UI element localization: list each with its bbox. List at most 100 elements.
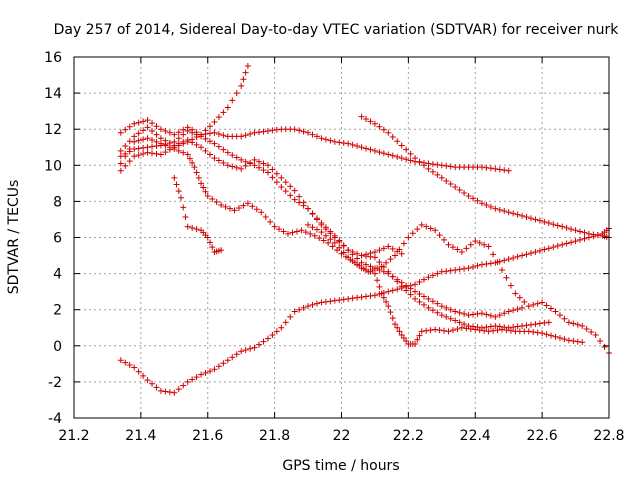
data-point — [371, 292, 378, 299]
data-point — [171, 144, 178, 151]
data-point — [276, 226, 283, 233]
data-point — [189, 159, 196, 166]
data-point — [478, 164, 485, 171]
data-point — [532, 321, 539, 328]
data-point — [363, 145, 370, 152]
data-point — [452, 183, 459, 190]
data-point — [376, 259, 383, 266]
data-point — [474, 262, 481, 269]
data-point — [536, 217, 543, 224]
y-tick-label: 6 — [53, 231, 62, 247]
y-tick-label: 12 — [44, 122, 62, 138]
data-point — [445, 328, 452, 335]
data-point — [117, 129, 124, 136]
data-point — [282, 319, 289, 326]
data-point — [269, 127, 276, 134]
data-point — [429, 168, 436, 175]
data-point — [394, 278, 401, 285]
data-point — [171, 131, 178, 138]
data-point — [416, 332, 423, 339]
data-point — [198, 133, 205, 140]
data-point — [229, 97, 236, 104]
data-point — [278, 174, 285, 181]
data-point — [485, 243, 492, 250]
data-point — [206, 239, 213, 246]
data-point — [494, 327, 501, 334]
data-point — [543, 331, 550, 338]
data-point — [476, 239, 483, 246]
data-point — [135, 152, 142, 159]
data-point — [131, 120, 138, 127]
data-point — [224, 357, 231, 364]
data-point — [206, 130, 213, 137]
data-point — [396, 328, 403, 335]
data-point — [122, 359, 129, 366]
data-point — [117, 167, 124, 174]
data-point — [467, 241, 474, 248]
data-point — [233, 90, 240, 97]
data-point — [363, 253, 370, 260]
data-point — [222, 203, 229, 210]
data-point — [376, 123, 383, 130]
data-point — [198, 371, 205, 378]
data-point — [318, 135, 325, 142]
data-point — [122, 143, 129, 150]
data-point — [407, 291, 414, 298]
data-point — [505, 167, 512, 174]
data-point — [565, 319, 572, 326]
data-point — [305, 205, 312, 212]
data-point — [264, 162, 271, 169]
data-point — [318, 299, 325, 306]
data-point — [157, 126, 164, 133]
data-point — [561, 336, 568, 343]
data-point — [581, 235, 588, 242]
data-point — [126, 362, 133, 369]
data-point — [374, 277, 381, 284]
series-s2 — [117, 135, 612, 357]
data-point — [501, 310, 508, 317]
data-point — [516, 294, 523, 301]
data-point — [447, 315, 454, 322]
data-point — [309, 301, 316, 308]
data-point — [539, 299, 546, 306]
data-point — [478, 261, 485, 268]
y-tick-label: -4 — [48, 411, 62, 427]
data-point — [556, 312, 563, 319]
data-point — [173, 181, 180, 188]
data-point — [198, 180, 205, 187]
data-point — [227, 205, 234, 212]
data-point — [371, 248, 378, 255]
data-point — [336, 244, 343, 251]
data-point — [423, 223, 430, 230]
data-point — [215, 363, 222, 370]
data-point — [253, 206, 260, 213]
data-point — [483, 324, 490, 331]
data-point — [389, 245, 396, 252]
data-point — [280, 228, 287, 235]
data-point — [131, 153, 138, 160]
data-point — [256, 158, 263, 165]
data-point — [162, 388, 169, 395]
data-point — [220, 159, 227, 166]
data-point — [559, 223, 566, 230]
data-point — [510, 324, 517, 331]
data-point — [416, 279, 423, 286]
data-point — [394, 153, 401, 160]
data-point — [380, 245, 387, 252]
data-point — [550, 244, 557, 251]
data-point — [454, 246, 461, 253]
data-point — [474, 197, 481, 204]
data-point — [383, 298, 390, 305]
data-point — [456, 186, 463, 193]
data-point — [432, 326, 439, 333]
data-point — [496, 312, 503, 319]
data-point — [307, 230, 314, 237]
data-point — [149, 128, 156, 135]
data-point — [204, 192, 211, 199]
data-point — [354, 250, 361, 257]
data-point — [371, 270, 378, 277]
data-point — [487, 260, 494, 267]
data-point — [340, 296, 347, 303]
data-point — [499, 266, 505, 273]
data-point — [487, 203, 494, 210]
